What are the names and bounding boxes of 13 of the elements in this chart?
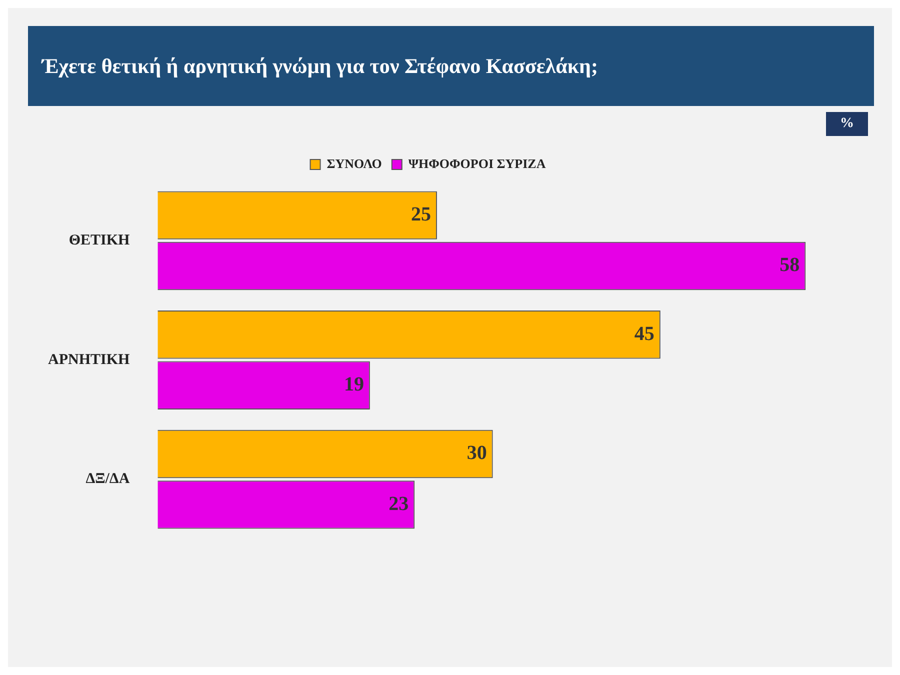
data-label: 23 [388, 492, 409, 515]
data-label: 25 [410, 203, 431, 226]
data-label: 19 [344, 374, 364, 396]
data-label: 30 [466, 442, 487, 464]
text: % [826, 112, 868, 136]
y-tick-label: ΘΕΤΙΚΗ [68, 232, 130, 249]
chart-title: Έχετε θετική ή αρνητική γνώμη για τον Στέφανο Κασσελάκη; [28, 26, 874, 106]
legend-label: ΣΥΝΟΛΟ [326, 156, 382, 171]
data-label: 58 [780, 254, 800, 276]
y-tick-label: ΔΞ/ΔΑ [86, 471, 130, 488]
legend-label: ΨΗΦΟΦΟΡΟΙ ΣΥΡΙΖΑ [408, 156, 546, 171]
y-tick-label: ΑΡΝΗΤΙΚΗ [48, 352, 130, 368]
data-label: 45 [634, 322, 654, 345]
